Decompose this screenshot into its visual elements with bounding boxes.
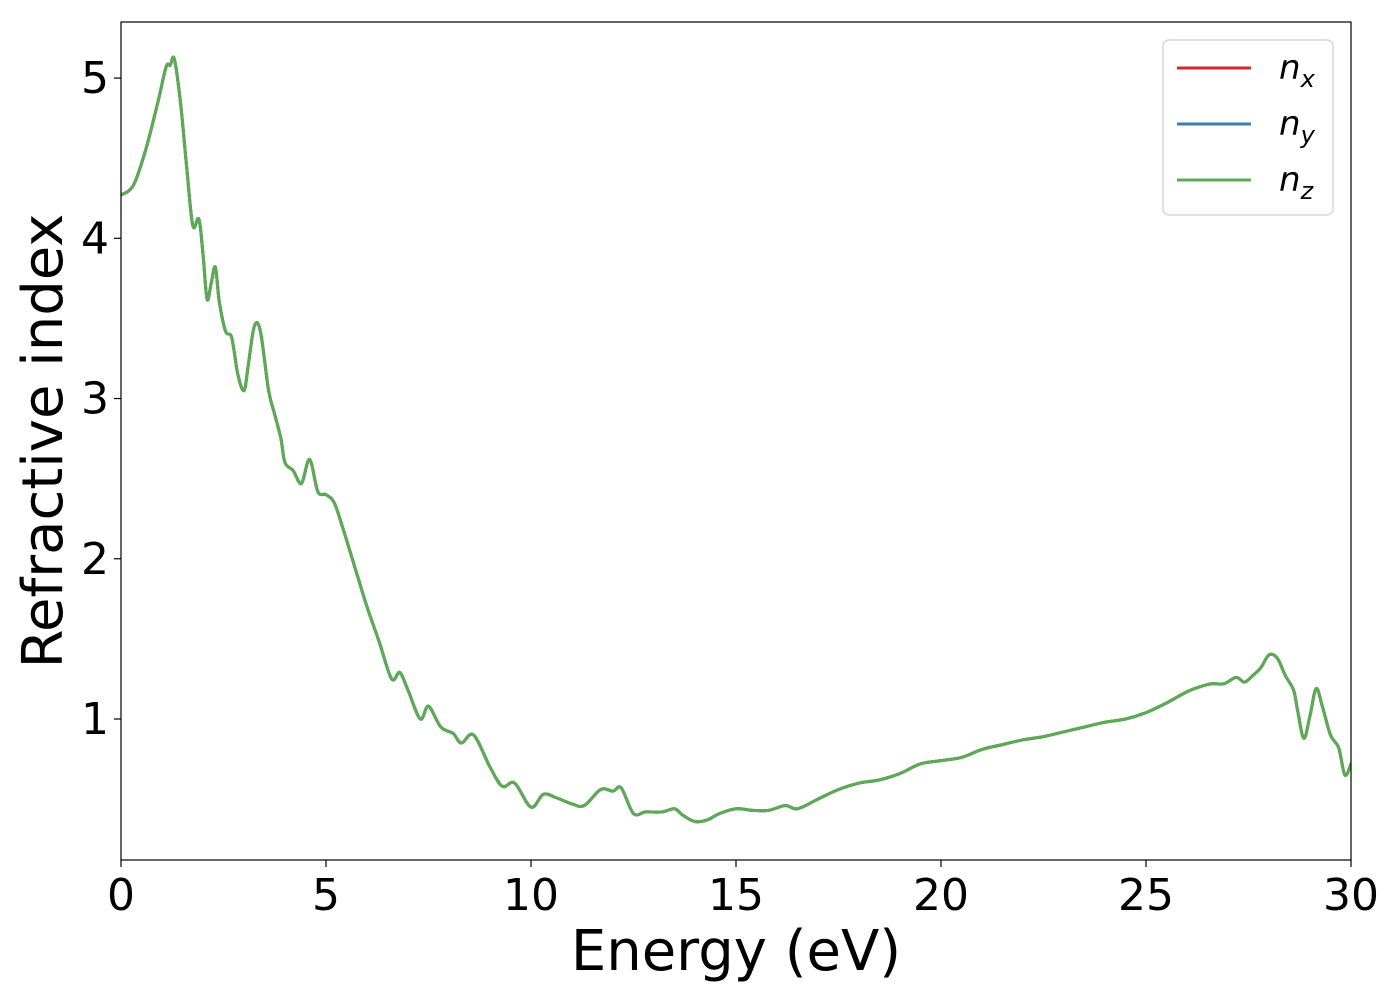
x-tick-label: 15 bbox=[708, 870, 764, 921]
y-tick-label: 4 bbox=[81, 213, 109, 264]
series-lines bbox=[121, 55, 1351, 824]
y-tick-label: 1 bbox=[81, 694, 109, 745]
y-axis-ticks: 1 2 3 4 5 bbox=[81, 53, 121, 745]
y-tick-label: 5 bbox=[81, 53, 109, 104]
x-tick-label: 30 bbox=[1323, 870, 1379, 921]
legend-frame bbox=[1162, 39, 1334, 216]
x-tick-label: 10 bbox=[503, 870, 559, 921]
x-tick-label: 5 bbox=[312, 870, 340, 921]
legend-label-x: nx bbox=[1279, 48, 1316, 93]
x-tick-label: 0 bbox=[107, 870, 135, 921]
y-tick-label: 2 bbox=[81, 534, 109, 585]
series-line-z bbox=[121, 55, 1351, 824]
legend: nx ny nz bbox=[1162, 39, 1334, 216]
legend-label-y: ny bbox=[1279, 104, 1316, 149]
legend-label-z: nz bbox=[1279, 160, 1315, 205]
x-axis-label: Energy (eV) bbox=[571, 919, 901, 984]
x-tick-label: 20 bbox=[913, 870, 969, 921]
y-axis-label: Refractive index bbox=[11, 214, 76, 669]
x-tick-label: 25 bbox=[1118, 870, 1174, 921]
y-tick-label: 3 bbox=[81, 374, 109, 425]
x-axis-ticks: 0 5 10 15 20 25 30 bbox=[107, 860, 1379, 921]
